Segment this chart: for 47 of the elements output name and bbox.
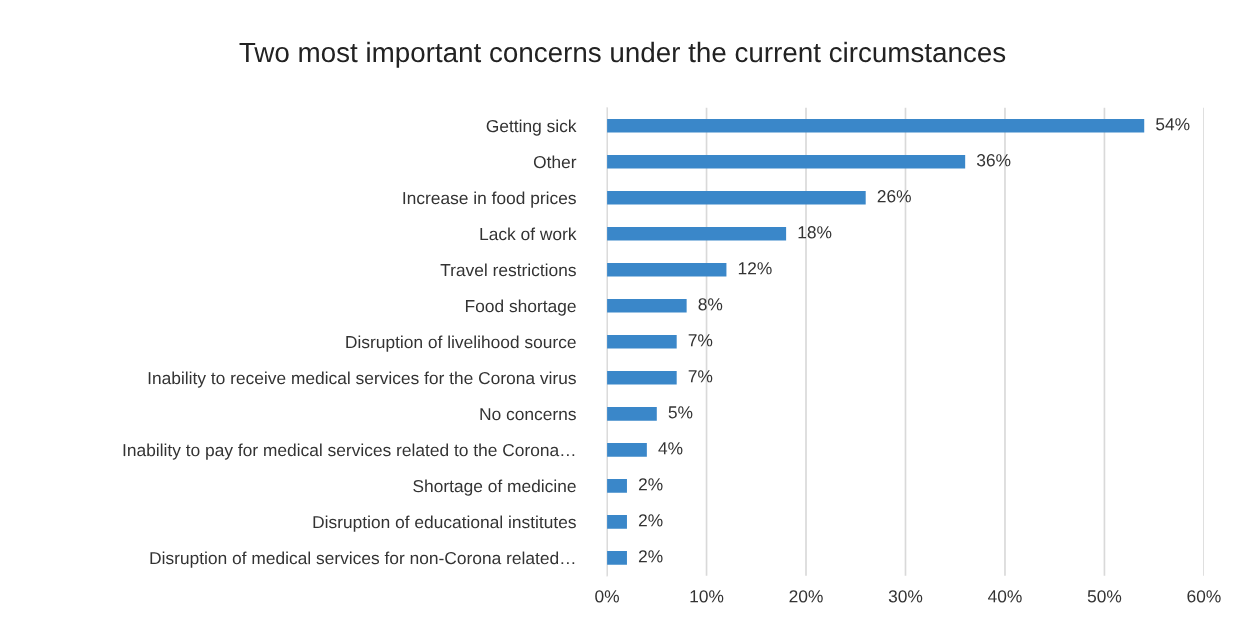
y-tick-label: No concerns	[480, 408, 576, 421]
y-tick-label: Inability to pay for medical services related to the Corona…	[123, 443, 575, 460]
bar	[607, 478, 627, 493]
x-tick-label: 10%	[690, 590, 724, 603]
x-tick-label: 20%	[789, 590, 823, 603]
data-label: 12%	[738, 262, 772, 275]
y-tick-label: Disruption of educational institutes	[313, 515, 576, 532]
x-tick-label: 0%	[595, 590, 619, 603]
y-tick-label: Travel restrictions	[440, 263, 576, 277]
bar	[607, 190, 866, 205]
bar	[607, 262, 727, 277]
data-label: 2%	[638, 550, 663, 563]
y-tick-label: Other	[533, 155, 577, 169]
data-label: 4%	[658, 442, 683, 455]
x-tick-label: 30%	[888, 590, 923, 603]
y-tick-label: Increase in food prices	[403, 191, 576, 208]
y-tick-label: Getting sick	[486, 119, 577, 136]
bar	[607, 514, 627, 529]
data-label: 7%	[688, 370, 713, 383]
x-tick-label: 40%	[987, 590, 1022, 603]
bar	[607, 334, 677, 349]
data-label: 5%	[668, 406, 693, 419]
x-tick-label: 60%	[1187, 590, 1221, 603]
data-label: 26%	[877, 190, 911, 203]
bar	[607, 442, 647, 457]
data-label: 54%	[1156, 118, 1190, 131]
bar	[607, 550, 627, 565]
y-tick-label: Food shortage	[465, 299, 576, 316]
data-label: 2%	[638, 478, 663, 491]
data-label: 7%	[688, 334, 713, 347]
bar	[607, 370, 677, 385]
y-tick-label: Disruption of medical services for non-Corona related…	[150, 551, 575, 568]
data-label: 36%	[976, 154, 1011, 167]
bar	[607, 154, 966, 169]
data-label: 8%	[698, 298, 723, 311]
bar	[607, 118, 1145, 133]
bar	[607, 406, 657, 421]
y-tick-label: Disruption of livelihood source	[346, 335, 576, 352]
bar	[607, 298, 687, 313]
data-label: 2%	[638, 514, 663, 527]
y-tick-label: Inability to receive medical services for the Corona virus	[148, 371, 576, 388]
y-tick-label: Lack of work	[480, 227, 577, 241]
bar	[607, 226, 787, 241]
y-tick-label: Shortage of medicine	[413, 479, 576, 496]
x-tick-label: 50%	[1087, 590, 1122, 603]
data-label: 18%	[798, 226, 832, 239]
chart-title: Two most important concerns under the current circumstances	[239, 41, 1006, 68]
